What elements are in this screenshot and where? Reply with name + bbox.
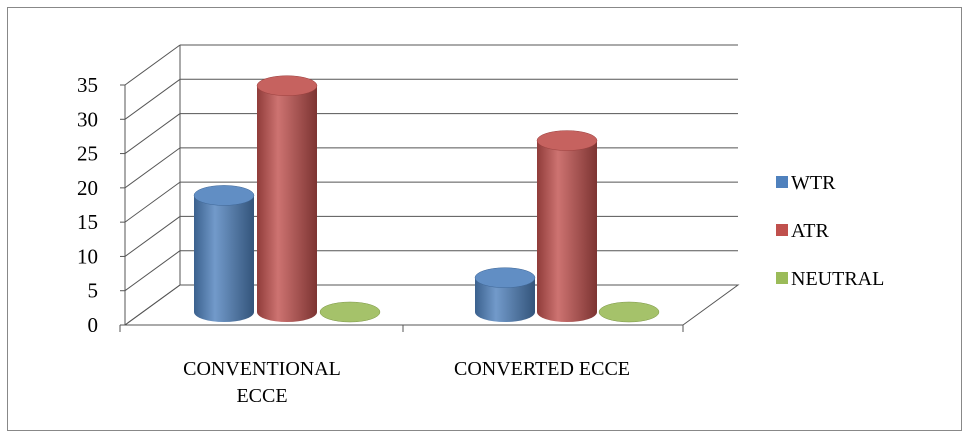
- legend-swatch-wtr: [776, 176, 788, 188]
- y-axis-tick-label: 5: [88, 279, 99, 303]
- gridline-side: [124, 78, 181, 120]
- gridline-side: [124, 147, 181, 189]
- y-axis-tick-label: 20: [77, 176, 98, 200]
- floor-outline: [124, 284, 740, 326]
- legend-swatch-neutral: [776, 272, 788, 284]
- x-axis-category-label: CONVERTED ECCE: [454, 358, 630, 380]
- bar-wtr-body: [475, 277, 535, 322]
- y-axis-tick-label: 15: [77, 210, 98, 234]
- y-axis-tick-label: 35: [77, 73, 98, 97]
- y-axis-tick-label: 30: [77, 107, 98, 131]
- bar-atr-top: [256, 75, 318, 96]
- chart-frame: [7, 7, 962, 431]
- bar-neutral-top: [319, 301, 381, 323]
- bar-wtr-top: [193, 185, 255, 206]
- legend-swatch-atr: [776, 224, 788, 236]
- y-axis-tick-label: 0: [88, 313, 99, 337]
- bar-wtr-top: [474, 267, 536, 288]
- y-axis-tick-label: 25: [77, 142, 98, 166]
- gridline-side: [124, 216, 181, 257]
- legend-label-neutral: NEUTRAL: [791, 268, 884, 290]
- bar-atr-top: [536, 130, 598, 151]
- gridline-side: [124, 181, 181, 223]
- bar-neutral-top: [598, 301, 660, 323]
- gridline-side: [124, 250, 181, 292]
- bar-wtr-body: [194, 195, 254, 322]
- y-axis-tick-label: 10: [77, 244, 98, 268]
- legend-label-atr: ATR: [791, 220, 829, 242]
- x-axis-category-label: CONVENTIONAL: [183, 358, 341, 380]
- bar-atr-body: [537, 140, 597, 322]
- gridline-side: [124, 44, 181, 86]
- bar-atr-body: [257, 85, 317, 322]
- x-axis-category-label: ECCE: [236, 385, 287, 407]
- gridline-side: [124, 113, 181, 154]
- legend-label-wtr: WTR: [791, 172, 836, 194]
